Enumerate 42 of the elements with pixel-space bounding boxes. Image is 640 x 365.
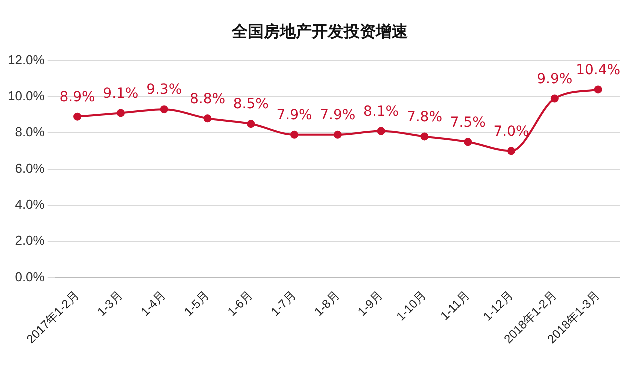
x-tick-label: 1-11月 — [438, 288, 473, 324]
y-tick-label: 4.0% — [15, 196, 46, 212]
chart-title: 全国房地产开发投资增速 — [230, 22, 409, 43]
point — [508, 147, 516, 156]
data-label: 7.0% — [494, 124, 530, 140]
data-label: 7.9% — [320, 108, 356, 124]
data-label: 7.8% — [406, 109, 443, 126]
x-tick-label: 1-3月 — [94, 288, 126, 320]
y-tick-label: 2.0% — [15, 233, 46, 248]
x-tick-label: 1-6月 — [224, 288, 256, 320]
point — [116, 109, 125, 118]
point — [377, 127, 386, 136]
y-tick-label: 6.0% — [15, 160, 46, 176]
data-label: 7.9% — [276, 108, 312, 124]
point — [160, 106, 168, 114]
point — [290, 130, 299, 139]
x-tick-label: 1-4月 — [138, 288, 169, 320]
point — [594, 86, 602, 94]
data-label: 8.1% — [364, 104, 400, 120]
data-label: 10.4% — [576, 62, 621, 78]
y-tick-label: 10.0% — [8, 88, 46, 104]
data-label: 8.5% — [233, 96, 269, 113]
x-tick-label: 1-9月 — [355, 288, 386, 320]
data-label: 9.9% — [537, 71, 573, 88]
x-tick-label: 1-5月 — [182, 288, 212, 320]
y-tick-label: 8.0% — [15, 124, 46, 140]
point — [420, 132, 429, 141]
y-tick-label: 12.0% — [8, 52, 46, 68]
data-label: 9.3% — [146, 82, 182, 98]
x-tick-label: 1-7月 — [268, 288, 299, 320]
point — [334, 130, 342, 139]
data-label: 8.9% — [60, 89, 96, 106]
point — [550, 94, 559, 103]
data-label: 9.1% — [103, 86, 139, 102]
data-label: 8.8% — [190, 91, 226, 108]
point — [204, 114, 212, 123]
data-label: 7.5% — [450, 114, 486, 131]
point — [464, 138, 472, 146]
point — [74, 112, 82, 121]
y-tick-label: 0.0% — [15, 269, 46, 284]
point — [247, 120, 256, 128]
x-tick-label: 1-8月 — [312, 288, 342, 320]
